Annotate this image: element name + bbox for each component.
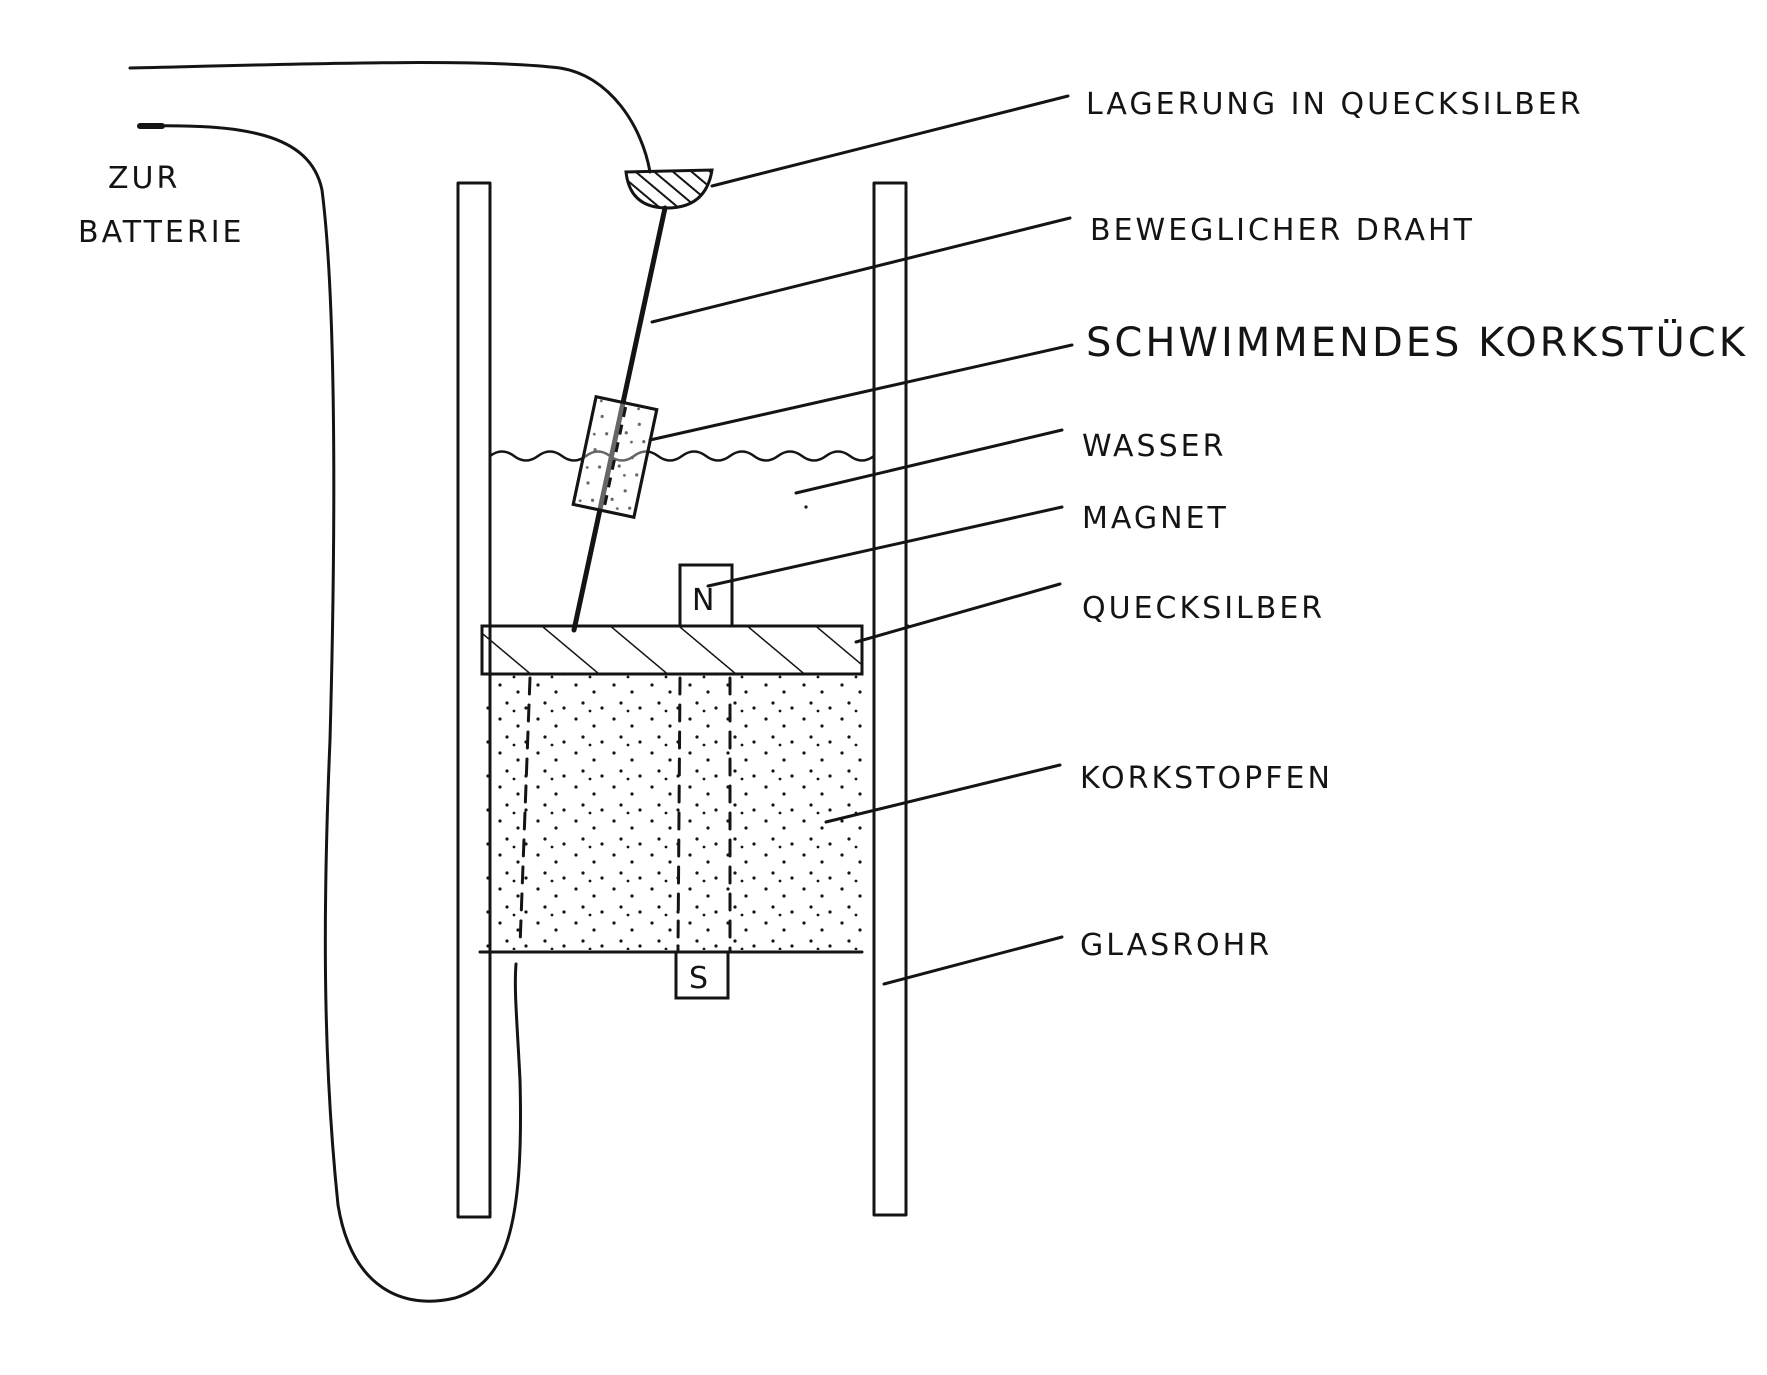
battery-label-line1: ZUR <box>108 161 180 196</box>
leader-mercury <box>854 582 1062 644</box>
battery-label-line2: BATTERIE <box>78 215 245 250</box>
mercury-label: QUECKSILBER <box>1082 591 1325 626</box>
battery-wire-upper <box>128 61 652 174</box>
magnet-label: MAGNET <box>1082 501 1229 536</box>
water-surface <box>488 450 876 462</box>
movable-wire-label: BEWEGLICHER DRAHT <box>1090 213 1475 248</box>
leader-magnet <box>706 505 1064 588</box>
glass-tube-right-wall <box>872 181 908 1217</box>
glass-tube-label: GLASROHR <box>1080 928 1272 963</box>
cork-stopper-label: KORKSTOPFEN <box>1080 761 1333 796</box>
mercury-bearing-label: LAGERUNG IN QUECKSILBER <box>1086 87 1584 122</box>
floating-cork-piece <box>571 394 659 520</box>
magnet-bore-dashed-left <box>676 676 682 952</box>
leader-water <box>794 428 1064 495</box>
water-label: WASSER <box>1082 429 1226 464</box>
cork-stopper <box>482 674 862 950</box>
magnet-north-label: N <box>692 583 714 618</box>
mercury-layer <box>480 624 864 676</box>
leader-floating-cork <box>648 343 1074 442</box>
magnet-south-label: S <box>689 961 708 996</box>
magnet-north-end <box>678 563 734 628</box>
leader-cork-stopper <box>824 763 1062 824</box>
leader-glass-tube <box>882 935 1064 986</box>
cork-hole-dashed-left <box>518 676 532 948</box>
floating-cork-label: SCHWIMMENDES KORKSTÜCK <box>1086 318 1748 366</box>
leader-movable-wire <box>650 216 1072 324</box>
mercury-bearing-cup <box>624 168 714 210</box>
battery-wire-lower <box>140 124 522 1303</box>
magnet-south-end <box>674 950 730 1000</box>
water-speck <box>804 505 808 509</box>
leader-mercury-bearing <box>710 94 1070 188</box>
